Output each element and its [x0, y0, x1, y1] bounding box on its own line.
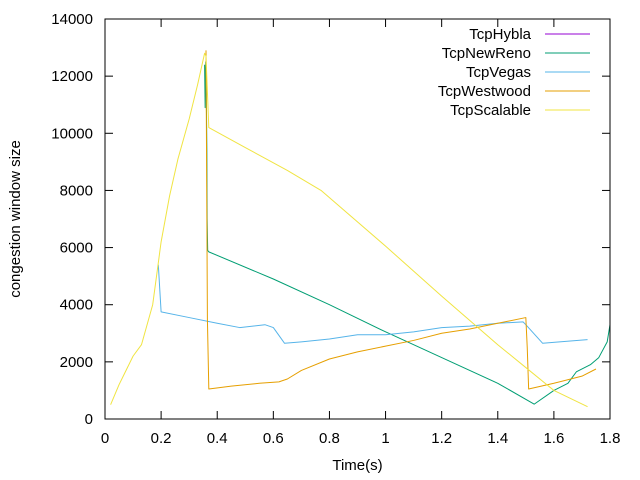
x-tick-label: 0.4	[207, 430, 228, 447]
legend-label: TcpVegas	[466, 64, 531, 81]
y-tick-label: 4000	[60, 297, 93, 314]
x-tick-label: 1.2	[431, 430, 452, 447]
x-tick-label: 0.8	[319, 430, 340, 447]
y-tick-label: 6000	[60, 240, 93, 257]
series-line-tcpwestwood	[205, 50, 597, 390]
legend-label: TcpScalable	[450, 102, 531, 119]
plot-frame	[104, 18, 611, 420]
x-tick-label: 1.4	[487, 430, 508, 447]
x-axis-label: Time(s)	[332, 457, 382, 474]
y-tick-label: 12000	[51, 68, 93, 85]
y-tick-label: 10000	[51, 125, 93, 142]
series-line-tcpscalable	[110, 52, 588, 408]
y-tick-label: 0	[85, 411, 93, 428]
x-tick-label: 0.6	[263, 430, 284, 447]
series-layer	[110, 50, 610, 408]
legend-label: TcpNewReno	[442, 45, 531, 62]
ticks-layer: 0 0.2 0.4 0.6 0.8 1 1.2 1.4 1.6 1.8 0 2000 4000 6000 8…	[51, 11, 620, 447]
x-tick-label: 1.8	[600, 430, 621, 447]
x-tick-label: 0	[101, 430, 109, 447]
x-tick-label: 1	[381, 430, 389, 447]
legend-label: TcpHybla	[469, 26, 531, 43]
y-tick-label: 2000	[60, 354, 93, 371]
y-axis-label: congestion window size	[7, 140, 24, 298]
x-tick-label: 0.2	[151, 430, 172, 447]
legend-label: TcpWestwood	[438, 83, 531, 100]
series-line-tcpvegas	[157, 264, 588, 344]
y-tick-label: 14000	[51, 11, 93, 28]
x-tick-label: 1.6	[543, 430, 564, 447]
y-tick-label: 8000	[60, 182, 93, 199]
legend: TcpHybla TcpNewReno TcpVegas TcpWestwood Tcp…	[438, 26, 590, 119]
